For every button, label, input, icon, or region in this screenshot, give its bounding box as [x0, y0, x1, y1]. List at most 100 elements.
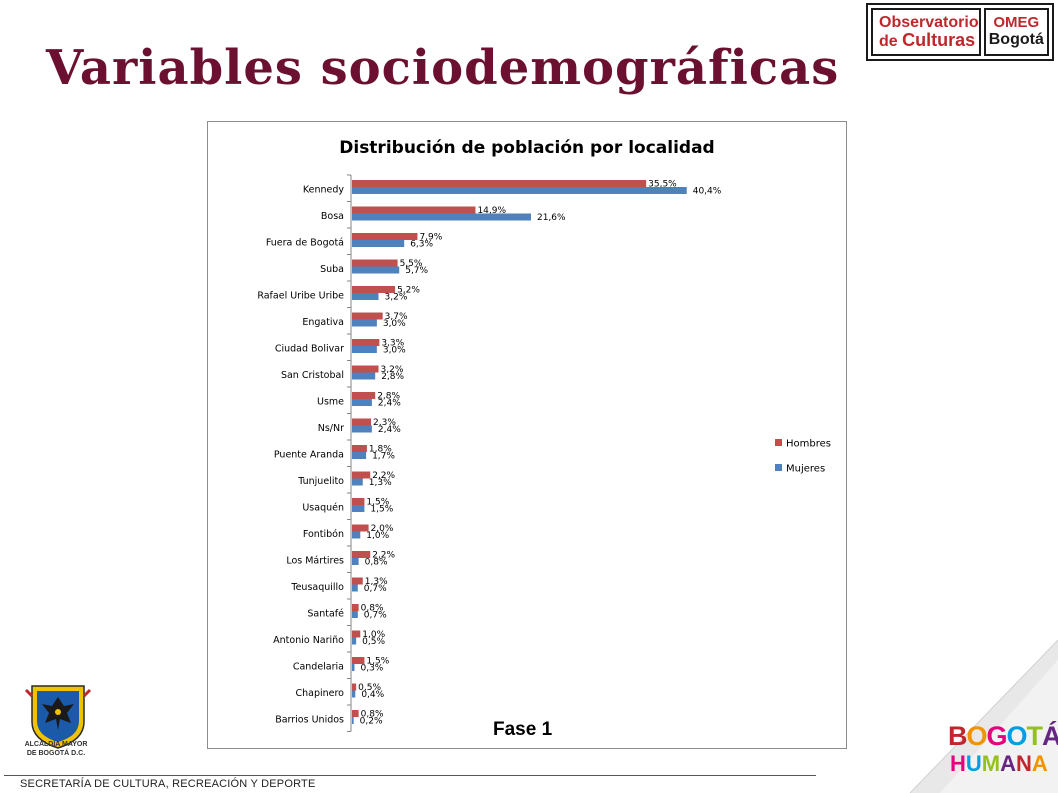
data-label-mujeres: 40,4%	[693, 187, 722, 197]
bar-mujeres	[352, 293, 379, 300]
observatorio-logo-de: de	[879, 32, 903, 50]
data-label-mujeres: 5,7%	[405, 266, 428, 276]
omeg-logo: OMEG Bogotá	[983, 8, 1049, 56]
bar-mujeres	[352, 372, 376, 380]
observatorio-logo-culturas: Culturas	[902, 29, 976, 50]
data-label-mujeres: 2,8%	[381, 372, 404, 382]
bar-hombres	[352, 286, 396, 293]
category-label: Chapinero	[295, 688, 344, 699]
chart-frame: Distribución de población por localidad …	[207, 121, 847, 749]
data-label-hombres: 1,8%	[369, 445, 392, 455]
bar-chart: Distribución de población por localidad …	[257, 138, 831, 732]
data-label-hombres: 35,5%	[648, 180, 677, 190]
bar-mujeres	[352, 690, 356, 698]
bar-mujeres	[352, 213, 531, 221]
category-label: Puente Aranda	[274, 449, 344, 460]
footer-divider	[4, 775, 816, 776]
bar-hombres	[352, 683, 357, 691]
data-label-mujeres: 2,4%	[378, 399, 401, 409]
bar-hombres	[352, 312, 383, 320]
category-label: Fontibón	[303, 529, 344, 540]
data-label-hombres: 3,3%	[381, 339, 404, 349]
bar-hombres	[352, 445, 367, 452]
chart-legend: Hombres Mujeres	[775, 439, 831, 475]
data-label-mujeres: 0,2%	[360, 717, 383, 727]
bar-hombres	[352, 498, 365, 505]
chart-body: Kennedy 35,5% 40,4% Bosa 14,9% 21,6% Fuera de …	[257, 174, 722, 732]
data-label-mujeres: 0,7%	[364, 584, 387, 594]
slide-title: Variables sociodemográficas	[46, 40, 840, 96]
category-label: Candelaria	[293, 661, 344, 672]
data-label-mujeres: 1,0%	[366, 531, 389, 541]
data-label-mujeres: 2,4%	[378, 425, 401, 435]
category-label: Usaquén	[302, 502, 344, 513]
bar-mujeres	[352, 637, 357, 645]
bar-hombres	[352, 710, 359, 717]
bar-hombres	[352, 524, 369, 532]
bar-mujeres	[352, 531, 361, 539]
bar-hombres	[352, 392, 376, 399]
bar-hombres	[352, 206, 476, 214]
data-label-hombres: 2,8%	[377, 392, 400, 402]
data-label-mujeres: 0,7%	[364, 611, 387, 621]
bar-mujeres	[352, 240, 405, 247]
bar-mujeres	[352, 425, 372, 433]
data-label-hombres: 7,9%	[419, 233, 442, 243]
footer-text: SECRETARÍA DE CULTURA, RECREACIÓN Y DEPO…	[20, 778, 316, 790]
data-label-mujeres: 0,4%	[361, 690, 384, 700]
bar-hombres	[352, 418, 372, 426]
category-label: Los Mártires	[286, 555, 344, 566]
bar-hombres	[352, 551, 371, 558]
data-label-hombres: 1,3%	[365, 577, 388, 587]
category-label: Antonio Nariño	[273, 635, 344, 646]
category-label: Suba	[320, 264, 344, 275]
data-label-hombres: 0,8%	[361, 710, 384, 720]
bar-hombres	[352, 339, 380, 346]
bar-hombres	[352, 471, 371, 479]
category-label: Usme	[317, 396, 344, 407]
bar-hombres	[352, 259, 398, 267]
bar-hombres	[352, 630, 361, 638]
category-label: Engativa	[302, 317, 344, 328]
phase-label: Fase 1	[493, 719, 553, 740]
corner-decoration	[909, 640, 1058, 793]
data-label-mujeres: 1,5%	[370, 505, 393, 515]
data-label-mujeres: 6,3%	[410, 240, 433, 250]
data-label-hombres: 0,8%	[361, 604, 384, 614]
bar-mujeres	[352, 664, 355, 671]
bar-mujeres	[352, 558, 359, 565]
legend-label-mujeres: Mujeres	[786, 464, 825, 475]
observatorio-logo: Observatorio de Culturas OMEG Bogotá	[866, 3, 1054, 61]
bar-mujeres	[352, 452, 367, 459]
bar-mujeres	[352, 346, 377, 353]
data-label-hombres: 1,5%	[366, 498, 389, 508]
bar-hombres	[352, 365, 379, 373]
data-label-hombres: 1,5%	[366, 657, 389, 667]
category-label: Ns/Nr	[318, 423, 344, 434]
bogota-humana-logo: BOGOTÁ HUMANA	[948, 722, 1058, 780]
bar-mujeres	[352, 717, 354, 724]
omeg-logo-line2: Bogotá	[988, 31, 1044, 48]
category-label: Fuera de Bogotá	[266, 237, 344, 248]
data-label-mujeres: 0,3%	[360, 664, 383, 674]
legend-label-hombres: Hombres	[786, 439, 831, 450]
data-label-hombres: 5,5%	[400, 259, 423, 269]
data-label-mujeres: 0,5%	[362, 637, 385, 647]
data-label-hombres: 14,9%	[477, 206, 506, 216]
bar-mujeres	[352, 505, 365, 512]
data-label-mujeres: 0,8%	[365, 558, 388, 568]
bar-hombres	[352, 657, 365, 664]
category-label: Barrios Unidos	[275, 714, 344, 725]
bogota-coat-of-arms-icon	[24, 685, 92, 749]
observatorio-logo-text: Observatorio de Culturas	[871, 8, 981, 56]
data-label-mujeres: 3,0%	[383, 319, 406, 329]
bar-mujeres	[352, 266, 400, 274]
alcaldia-logo-line1: ALCALDÍA MAYOR	[24, 741, 88, 748]
category-label: Kennedy	[303, 184, 345, 195]
data-label-hombres: 3,2%	[381, 365, 404, 375]
legend-swatch-mujeres	[775, 464, 782, 471]
category-label: Teusaquillo	[290, 582, 344, 593]
alcaldia-logo-line2: DE BOGOTÁ D.C.	[26, 750, 86, 757]
data-label-mujeres: 3,0%	[383, 346, 406, 356]
bar-mujeres	[352, 399, 372, 406]
